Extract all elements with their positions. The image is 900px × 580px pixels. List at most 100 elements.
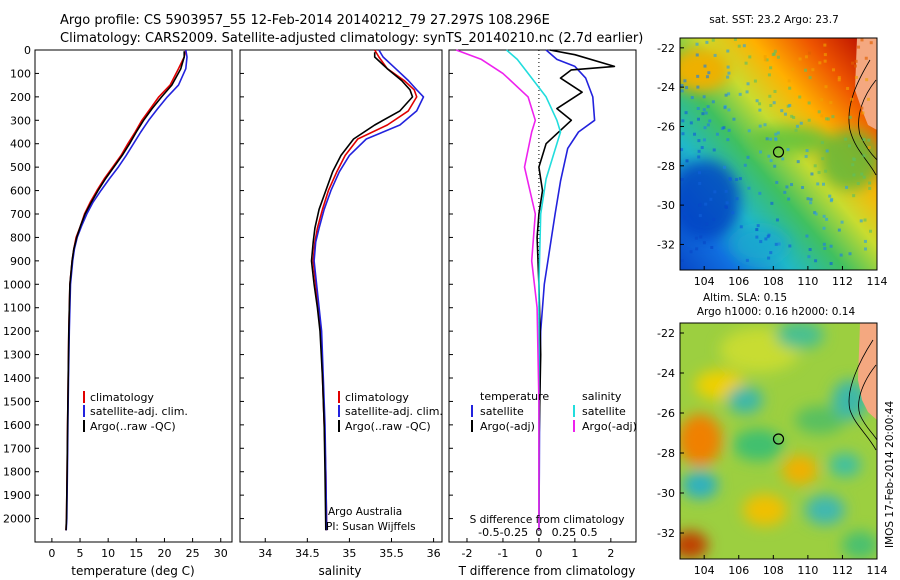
sst-pixel [866, 97, 870, 101]
map-x-tick-label: 110 [797, 275, 818, 288]
sst-pixel [769, 159, 773, 163]
s-tick-label: -0.5 [478, 526, 499, 539]
sst-pixel [711, 38, 715, 42]
sst-pixel [693, 132, 697, 136]
sst-pixel [862, 175, 866, 179]
sst-pixel [837, 78, 841, 82]
imos-timestamp: IMOS 17-Feb-2014 20:00:44 [884, 401, 896, 548]
sst-pixel [807, 255, 811, 259]
sst-pixel [867, 146, 871, 150]
sla-map-title: Altim. SLA: 0.15 [703, 292, 787, 304]
sst-pixel [822, 182, 826, 186]
depth-tick-label: 1800 [3, 466, 31, 479]
series-line [310, 52, 414, 531]
sst-pixel [769, 66, 773, 70]
x-tick-label: -2 [461, 547, 472, 560]
difference-panel-frame [448, 49, 637, 543]
legend-title-temperature: temperature [480, 390, 549, 403]
salinity-panel-frame [239, 49, 443, 543]
legend-title-salinity: salinity [582, 390, 622, 403]
sst-pixel [765, 137, 769, 141]
sst-pixel [821, 157, 825, 161]
sst-pixel [695, 42, 699, 46]
sst-pixel [788, 244, 792, 248]
sst-pixel [862, 137, 866, 141]
sst-pixel [697, 139, 701, 143]
s-tick-label: 0.25 [552, 526, 577, 539]
map-y-tick-label: -26 [657, 120, 675, 133]
sst-pixel [745, 90, 749, 94]
legend-label-satellite: satellite-adj. clim. [90, 405, 188, 418]
sst-pixel [706, 105, 710, 109]
sst-pixel [801, 186, 805, 190]
sst-pixel [790, 183, 794, 187]
sst-pixel [720, 126, 724, 130]
sst-pixel [680, 148, 684, 152]
temperature-xlabel: temperature (deg C) [71, 564, 194, 578]
legend-label-argo: Argo(..raw -QC) [345, 420, 431, 433]
sst-pixel [822, 226, 826, 230]
sst-pixel [764, 237, 768, 241]
sst-pixel [696, 106, 700, 110]
sst-pixel [682, 216, 686, 220]
sst-pixel [698, 181, 702, 185]
x-tick-label: 20 [157, 547, 171, 560]
map-y-tick-label: -22 [657, 327, 675, 340]
sst-pixel [774, 132, 778, 136]
sst-pixel [724, 205, 728, 209]
sst-pixel [758, 124, 762, 128]
sst-pixel [723, 106, 727, 110]
series-line [313, 49, 425, 531]
sst-pixel [856, 182, 860, 186]
sst-pixel [707, 71, 711, 75]
title-line1: Argo profile: CS 5903957_55 12-Feb-2014 … [60, 13, 550, 28]
sst-pixel [847, 144, 851, 148]
depth-tick-label: 1100 [3, 302, 31, 315]
sst-pixel [839, 253, 843, 257]
series-line [505, 49, 562, 531]
temperature-series [65, 49, 188, 531]
depth-tick-label: 1400 [3, 372, 31, 385]
sst-pixel [702, 95, 706, 99]
sst-pixel [804, 55, 808, 59]
sst-pixel [814, 259, 818, 263]
sst-pixel [777, 242, 781, 246]
map-x-tick-label: 106 [728, 564, 749, 577]
sst-pixel [776, 131, 780, 135]
sst-pixel [680, 259, 684, 263]
sst-pixel [774, 242, 778, 246]
depth-tick-label: 300 [10, 114, 31, 127]
sst-pixel [732, 117, 736, 121]
sst-pixel [697, 149, 701, 153]
sst-pixel [864, 56, 868, 60]
sst-pixel [683, 79, 687, 83]
map-x-tick-label: 114 [867, 564, 888, 577]
sst-pixel [710, 245, 714, 249]
sst-map-image [680, 38, 877, 270]
map-y-tick-label: -30 [657, 487, 675, 500]
x-tick-label: 30 [214, 547, 228, 560]
sst-pixel [689, 250, 693, 254]
x-tick-label: 36 [427, 547, 441, 560]
sla-map-axes: 104 106 108 110 112 114 -22 -24 -26 -28 -30 -32 [657, 327, 887, 577]
difference-xlabel-t: T difference from climatology [458, 564, 636, 578]
sst-pixel [823, 53, 827, 57]
sst-pixel [698, 203, 702, 207]
sst-pixel [735, 197, 739, 201]
sst-pixel [829, 244, 833, 248]
sst-pixel [681, 119, 685, 123]
depth-tick-label: 1200 [3, 325, 31, 338]
sst-pixel [829, 199, 833, 203]
difference-legend: temperature satellite Argo(-adj) salinit… [471, 390, 637, 433]
sst-pixel [705, 40, 709, 44]
sst-pixel [681, 132, 685, 136]
sst-pixel [792, 115, 796, 119]
x-tick-label: 34.5 [295, 547, 320, 560]
legend-label-t-satellite: satellite [480, 405, 524, 418]
sst-pixel [857, 45, 861, 49]
salinity-xlabel: salinity [318, 564, 361, 578]
sst-pixel [694, 236, 698, 240]
sst-pixel [854, 75, 858, 79]
legend-label-s-satellite: satellite [582, 405, 626, 418]
series-line [65, 51, 185, 531]
